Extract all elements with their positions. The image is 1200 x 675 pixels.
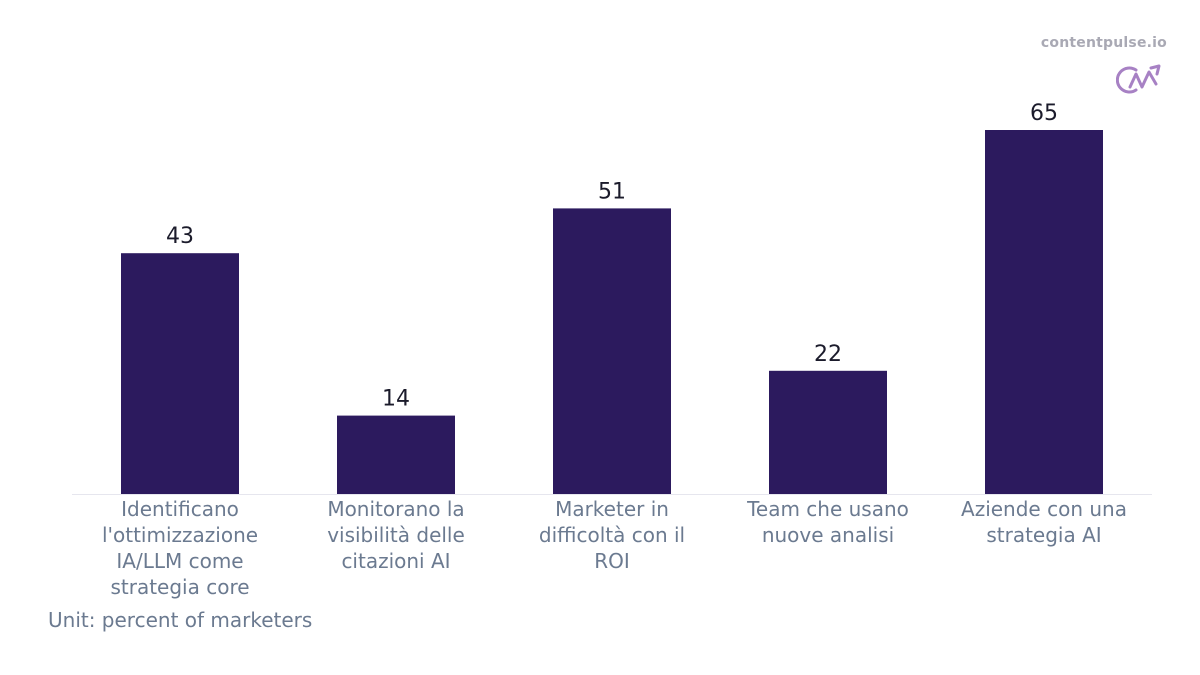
bar-value-label: 22 [814, 342, 842, 367]
bar [121, 253, 239, 494]
x-tick-label-line: Marketer in [555, 497, 669, 521]
x-tick-label-line: strategia AI [986, 523, 1101, 547]
x-tick-label-line: nuove analisi [762, 523, 894, 547]
x-tick-label-line: Aziende con una [961, 497, 1127, 521]
x-tick-label-line: ROI [594, 549, 630, 573]
bar [985, 130, 1103, 494]
x-tick-label-line: l'ottimizzazione [102, 523, 258, 547]
x-tick-label: Marketer in difficoltà con il ROI [539, 497, 685, 573]
x-tick-label-line: strategia core [110, 575, 249, 599]
x-tick-label-line: difficoltà con il [539, 523, 685, 547]
x-tick-label-line: Team che usano [746, 497, 909, 521]
brand-name: contentpulse.io [1040, 35, 1167, 51]
x-tick-label-line: Identificano [121, 497, 239, 521]
x-tick-label-line: citazioni AI [341, 549, 450, 573]
x-tick-label: Identificano l'ottimizzazione IA/LLM come s… [102, 497, 258, 599]
x-tick-label: Aziende con una strategia AI [961, 497, 1127, 547]
x-tick-label: Team che usano nuove analisi [746, 497, 909, 547]
x-tick-label-line: Monitorano la [327, 497, 464, 521]
cp-logo-icon [1116, 64, 1161, 94]
x-tick-label-line: visibilità delle [327, 523, 465, 547]
bar-value-label: 43 [166, 224, 194, 249]
bar [553, 208, 671, 494]
bar [337, 415, 455, 494]
unit-note: Unit: percent of marketers [48, 608, 313, 632]
x-tick-label: Monitorano la visibilità delle citazioni A… [327, 497, 465, 573]
x-tick-label-line: IA/LLM come [116, 549, 243, 573]
bar-value-label: 51 [598, 179, 626, 204]
bar [769, 370, 887, 494]
bar-value-label: 14 [382, 387, 410, 412]
bar-value-label: 65 [1030, 101, 1058, 126]
